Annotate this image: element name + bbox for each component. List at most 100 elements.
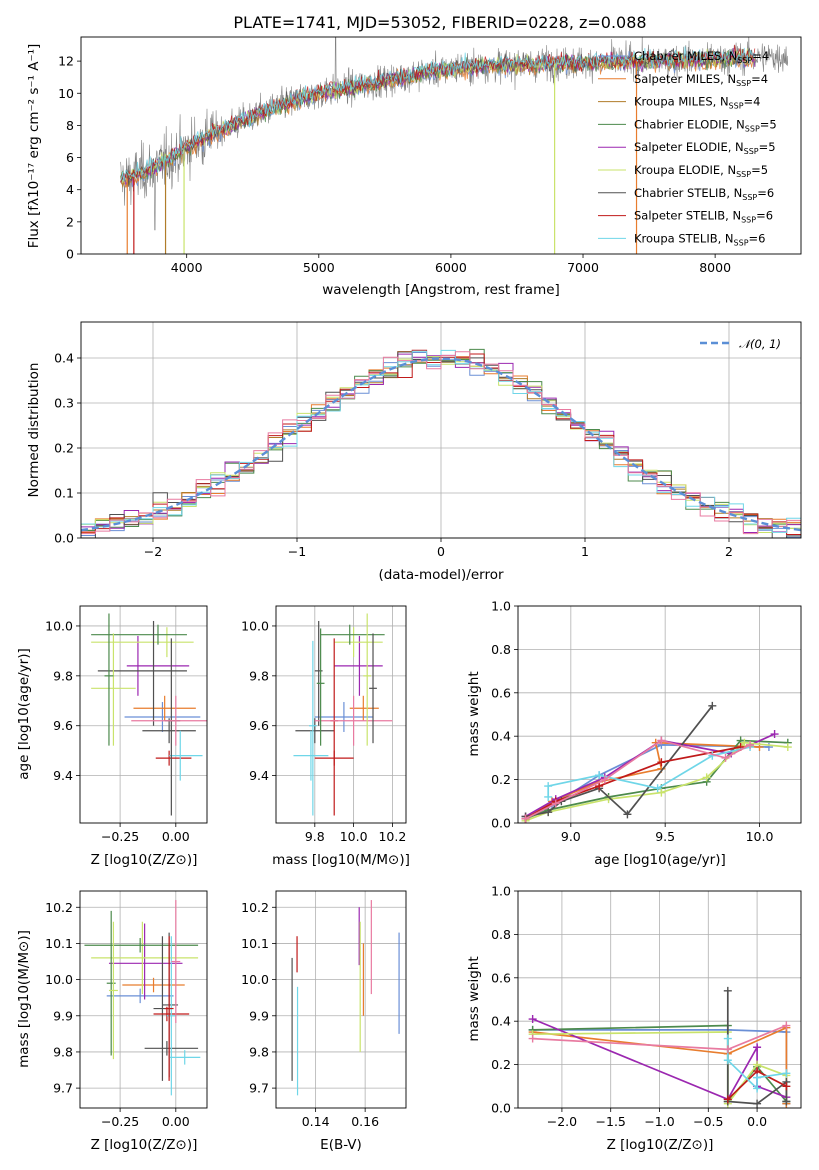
error-bar-point: [124, 702, 201, 732]
legend-label-sub: SSP: [737, 56, 752, 65]
x-axis-label: mass [log10(M/M⊙)]: [272, 852, 410, 868]
error-bar-point: [142, 718, 196, 744]
y-tick-label: 0.2: [491, 1057, 511, 1072]
x-tick-label: 10.0: [340, 829, 368, 844]
error-bar-point: [293, 730, 329, 781]
plus-marker: [544, 792, 553, 801]
plus-marker: [657, 758, 666, 767]
y-tick-label: 8: [66, 118, 74, 133]
plot-area: [521, 701, 792, 823]
error-bar-point: [91, 627, 194, 658]
legend-label-sub: SSP: [741, 216, 756, 225]
plus-marker: [653, 784, 662, 793]
y-tick-label: 0.4: [54, 351, 74, 366]
plot-area: [120, 37, 788, 254]
error-bar-point: [164, 638, 181, 816]
plus-marker: [782, 1069, 791, 1078]
x-tick-label: 9.5: [655, 829, 675, 844]
x-tick-label: 6000: [435, 260, 467, 275]
plus-marker: [521, 814, 530, 823]
legend-label: Chabrier STELIB, NSSP=6: [634, 186, 774, 202]
panel-age_vs_mass: 9.8 10.0 10.2 9.4 9.6 9.8 10.0 mass [log10(M/M⊙…: [241, 605, 410, 868]
legend-label: Kroupa ELODIE, NSSP=5: [634, 163, 768, 179]
legend-label-sub: SSP: [729, 102, 744, 111]
y-tick-label: 10.1: [45, 936, 73, 951]
y-tick-label: 0.3: [54, 396, 74, 411]
plus-marker: [753, 1099, 762, 1108]
plus-marker: [595, 782, 604, 791]
y-tick-label: 1.0: [491, 599, 511, 614]
histogram-9: [81, 351, 801, 538]
panel-mw_vs_age: 9.0 9.5 10.0 0.0 0.2 0.4 0.6 0.8 1.0 age [log10(a…: [466, 599, 802, 868]
y-tick-label: 0.1: [54, 486, 74, 501]
legend-label: Salpeter STELIB, NSSP=6: [634, 209, 773, 225]
panel-residuals: −2 −1 0 1 2 0.0 0.1 0.2 0.3 0.4 𝒩(0, 1) (data-model…: [26, 321, 802, 583]
y-tick-label: 9.6: [249, 718, 269, 733]
error-bar-point: [91, 921, 199, 995]
legend-label-tail: =5: [760, 117, 777, 131]
error-bar-point: [320, 624, 385, 645]
panel-age_vs_Z: −0.25 0.00 9.4 9.6 9.8 10.0 Z [log10(Z/Z⊙)] age…: [16, 605, 208, 868]
x-tick-label: 0.0: [747, 1114, 767, 1129]
x-tick-label: −2.0: [547, 1114, 577, 1129]
axes-frame: [275, 890, 407, 1109]
error-bar-point: [84, 938, 199, 953]
plus-marker: [746, 740, 755, 749]
plus-marker: [753, 1084, 762, 1093]
y-tick-label: 9.9: [53, 1008, 73, 1023]
error-bar-point: [126, 635, 190, 696]
plus-marker: [782, 1082, 791, 1091]
error-bar-point: [91, 624, 187, 645]
plus-marker: [770, 730, 779, 739]
plot-area: [291, 900, 400, 1096]
x-tick-label: −0.25: [101, 1114, 139, 1129]
plus-marker: [544, 808, 553, 817]
error-bar-point: [108, 921, 118, 1060]
x-tick-label: 5000: [303, 260, 335, 275]
error-bar-point: [164, 936, 174, 1081]
legend-label: Salpeter ELODIE, NSSP=5: [634, 140, 776, 156]
legend-label-sub: SSP: [736, 170, 751, 179]
error-bar-point: [171, 900, 181, 1024]
legend-label-tail: =4: [751, 72, 768, 86]
x-axis-label: age [log10(age/yr)]: [594, 852, 726, 868]
y-tick-label: 9.8: [249, 1044, 269, 1059]
plus-marker: [551, 799, 560, 808]
y-tick-label: 10.2: [45, 900, 73, 915]
y-tick-label: 0.0: [491, 1101, 511, 1116]
error-bar-point: [295, 718, 335, 744]
error-bar-point: [169, 1050, 201, 1065]
x-axis-label: E(B-V): [320, 1137, 362, 1153]
error-bar-point: [122, 977, 185, 993]
legend-label: Kroupa STELIB, NSSP=6: [634, 231, 765, 247]
y-tick-label: 0: [66, 247, 74, 262]
y-tick-label: 10.0: [45, 618, 73, 633]
x-tick-label: −0.5: [693, 1114, 723, 1129]
plus-marker: [783, 743, 792, 752]
x-tick-label: 1: [581, 544, 589, 559]
axes-frame: [517, 605, 802, 824]
x-axis-label: Z [log10(Z/Z⊙)]: [91, 1137, 198, 1153]
mass-weight-line-1: [532, 1026, 788, 1104]
error-bar-point: [334, 635, 383, 696]
y-axis-label: Flux [fλ10⁻¹⁷ erg cm⁻² s⁻¹ A⁻¹]: [26, 44, 42, 249]
plot-area: [81, 348, 801, 538]
y-tick-label: 9.7: [53, 1081, 73, 1096]
y-tick-label: 9.8: [249, 668, 269, 683]
x-tick-label: 0.00: [162, 829, 190, 844]
legend-label-main: Salpeter STELIB, N: [634, 209, 741, 223]
y-tick-label: 0.2: [491, 772, 511, 787]
y-tick-label: 0.0: [491, 816, 511, 831]
plus-marker: [723, 1056, 732, 1065]
error-bar-point: [131, 695, 207, 746]
error-bar-point: [316, 628, 325, 746]
legend-label: Chabrier MILES, NSSP=4: [634, 49, 769, 65]
y-tick-label: 0.4: [491, 729, 511, 744]
error-bar-point: [330, 638, 339, 816]
panel-mass_vs_ebv: 0.14 0.16 9.7 9.8 9.9 10.0 10.1 10.2 E(B-V): [241, 890, 407, 1153]
axes-frame: [79, 890, 208, 1109]
y-tick-label: 9.6: [53, 718, 73, 733]
plus-marker: [657, 736, 666, 745]
